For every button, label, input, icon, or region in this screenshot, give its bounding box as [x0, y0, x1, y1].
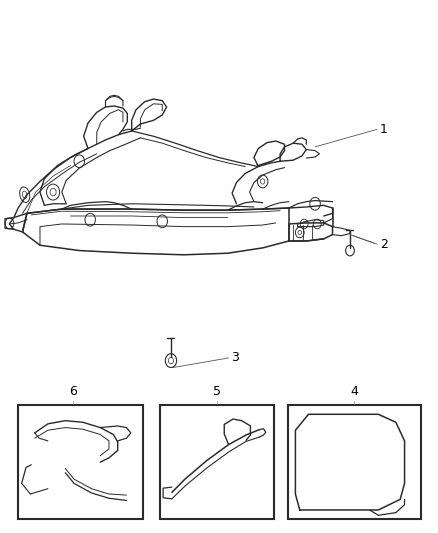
Bar: [288, 405, 421, 519]
Bar: [160, 405, 275, 519]
Text: 1: 1: [380, 123, 388, 136]
Text: 4: 4: [350, 385, 358, 398]
Text: 3: 3: [231, 351, 239, 365]
Text: 5: 5: [213, 385, 221, 398]
Ellipse shape: [32, 441, 64, 489]
Text: 6: 6: [69, 385, 77, 398]
Bar: [18, 405, 143, 519]
Text: 2: 2: [380, 238, 388, 251]
